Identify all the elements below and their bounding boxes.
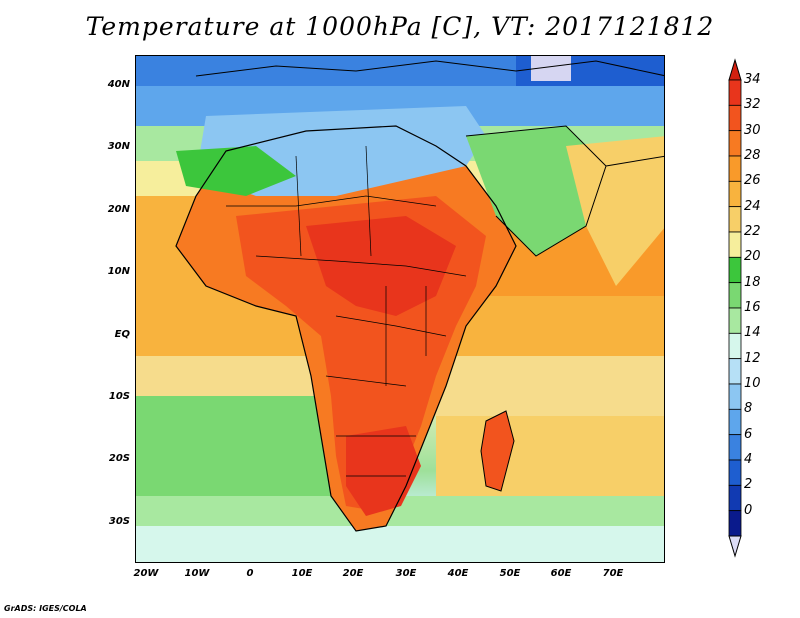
lon-label-20e: 20E [342,568,364,579]
colorbar-label: 22 [744,224,761,239]
colorbar-label: 14 [744,325,761,341]
colorbar-segment [728,408,742,436]
asia-coastline [605,155,664,167]
colorbar-segment [728,383,742,410]
lon-label-40e: 40E [447,568,469,579]
lon-label-0: 0 [246,568,254,579]
far-south-band [136,526,664,562]
lat-label-10n: 10N [107,266,130,277]
india-region [566,136,664,286]
lat-label-30s: 30S [108,516,130,527]
credit-label: GrADS: IGES/COLA [4,604,87,613]
colorbar-label: 12 [744,350,761,366]
arabia-coastline [465,125,607,257]
colorbar-top-arrow [728,58,742,81]
colorbar-label: 4 [744,452,753,467]
colorbar-segment [728,459,742,486]
colorbar-graphic [728,58,742,558]
colorbar-label: 32 [744,97,761,113]
sahel-hottest [306,216,456,316]
colorbar-segment [728,282,742,309]
lon-label-10e: 10E [291,568,313,579]
lat-label-30n: 30N [107,141,130,152]
colorbar-label: 30 [744,122,761,138]
lon-label-30e: 30E [395,568,417,579]
lat-label-20s: 20S [108,453,130,464]
colorbar-segment [728,510,742,537]
colorbar-label: 0 [744,502,753,518]
colorbar-segment [728,155,742,182]
lat-label-20n: 20N [107,204,130,215]
colorbar-label: 34 [744,72,761,87]
map-layers [136,56,664,562]
colorbar-label: 16 [744,300,761,315]
colorbar-label: 18 [744,274,761,290]
colorbar-segment [728,130,742,157]
lon-label-60e: 60E [550,568,572,579]
colorbar-segment [728,332,742,360]
colorbar-segment [728,79,742,106]
lat-label-eq: EQ [114,329,130,340]
colorbar-label: 24 [744,198,761,214]
south-atlantic-green [136,396,336,506]
lon-label-10w: 10W [184,568,210,579]
colorbar-segment [728,434,742,461]
indian-ocean-band [436,416,664,506]
madagascar [480,410,515,492]
temperature-map [135,55,665,563]
colorbar-segment [728,307,742,334]
colorbar-segment [728,104,742,132]
lon-label-70e: 70E [602,568,624,579]
country-borders [226,145,467,477]
colorbar-segment [728,231,742,258]
colorbar-label: 28 [744,148,761,163]
europe-coastline [195,60,664,77]
colorbar-segment [728,484,742,512]
colorbar-label: 26 [744,173,761,189]
lat-label-40n: 40N [107,79,130,90]
colorbar-label: 6 [744,426,753,442]
colorbar-segment [728,180,742,208]
colorbar-label: 10 [744,376,761,391]
africa-coastline [175,125,517,532]
colorbar-label: 20 [744,249,761,265]
colorbar-label: 2 [744,477,753,493]
lon-label-50e: 50E [499,568,521,579]
colorbar: 34 32 30 28 26 24 22 20 18 16 14 12 10 8 6 4 2 0 [722,58,762,558]
colorbar-segment [728,256,742,284]
west-sahara-green [176,146,296,196]
colorbar-label: 8 [744,401,753,417]
lat-label-10s: 10S [108,391,130,402]
colorbar-bottom-arrow [728,535,742,558]
lon-label-20w: 20W [133,568,159,579]
map-title: Temperature at 1000hPa [C], VT: 20171218… [85,12,715,41]
colorbar-segment [728,358,742,385]
colorbar-segment [728,206,742,233]
